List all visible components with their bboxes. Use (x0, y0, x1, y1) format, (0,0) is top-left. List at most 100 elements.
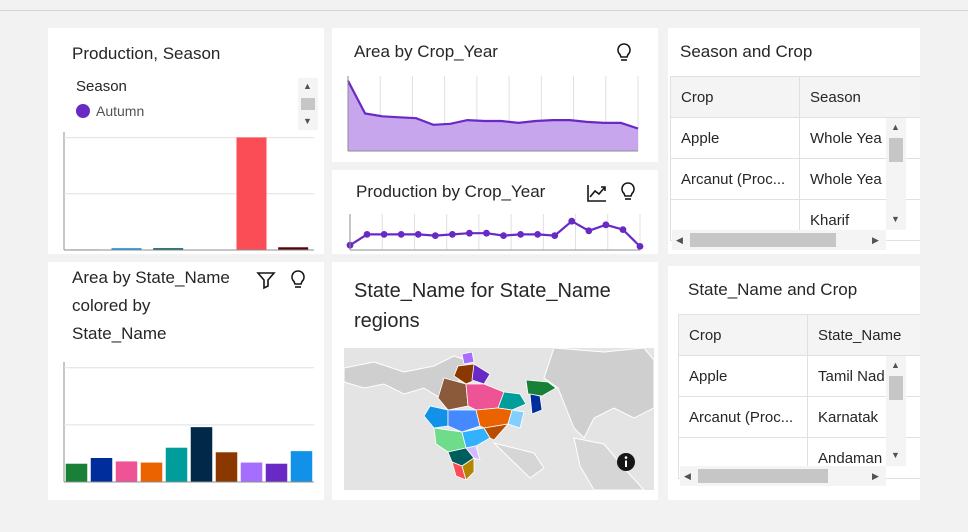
bar (290, 451, 313, 482)
card-title: Season and Crop (680, 42, 813, 61)
table-row[interactable]: Apple Whole Yea (670, 117, 920, 159)
table-row[interactable]: Apple Tamil Nad (678, 355, 920, 397)
table-row[interactable]: Arcanut (Proc... Whole Yea (670, 158, 920, 200)
title-line: Area by State_Name (72, 268, 230, 287)
data-point (585, 227, 593, 235)
bar (90, 458, 113, 482)
bar (140, 462, 163, 482)
scroll-left-icon[interactable]: ◀ (676, 235, 683, 245)
scroll-right-icon[interactable]: ▶ (872, 471, 879, 481)
legend-swatch (76, 104, 90, 118)
card-title: Area by Crop_Year (354, 42, 498, 61)
map-card: State_Name for State_Name regions (332, 262, 658, 500)
data-point (636, 243, 644, 250)
column-header[interactable]: State_Name (807, 314, 920, 356)
table-cell: Arcanut (Proc... (670, 158, 800, 200)
lightbulb-icon[interactable] (615, 42, 633, 64)
card-title: Production by Crop_Year (356, 182, 546, 201)
area-state-card: Area by State_Name colored by State_Name (48, 262, 324, 500)
scroll-left-icon[interactable]: ◀ (684, 471, 691, 481)
card-title: State_Name and Crop (688, 280, 858, 299)
scroll-thumb[interactable] (698, 469, 828, 483)
production-crop-year-card: Production by Crop_Year (332, 170, 658, 254)
data-point (448, 231, 456, 238)
data-point (380, 231, 388, 238)
data-point (431, 232, 439, 239)
scroll-down-icon[interactable]: ▼ (891, 450, 900, 460)
bar (190, 427, 213, 482)
bar (240, 462, 263, 482)
area-fill (348, 80, 638, 151)
scroll-thumb[interactable] (301, 98, 315, 110)
legend-title: Season (76, 78, 127, 95)
info-icon[interactable] (616, 452, 636, 472)
table-header-row: Crop State_Name (678, 314, 920, 356)
scroll-thumb[interactable] (889, 376, 903, 400)
lightbulb-icon[interactable] (289, 269, 307, 291)
table-vertical-scrollbar[interactable]: ▲ ▼ (886, 356, 906, 466)
card-title: State_Name for State_Name regions (354, 276, 611, 336)
table-horizontal-scrollbar[interactable]: ◀ ▶ (680, 466, 886, 486)
title-line: State_Name (72, 324, 167, 343)
title-line: colored by (72, 296, 151, 315)
data-point (534, 231, 542, 238)
top-border (0, 0, 968, 11)
trend-chart-icon[interactable] (586, 183, 608, 203)
production-season-card: Production, Season Season Autumn ▲ ▼ (48, 28, 324, 254)
season-crop-card: Season and Crop Crop Season Apple Whole … (668, 28, 920, 254)
lightbulb-icon[interactable] (619, 181, 637, 203)
bar (153, 248, 184, 250)
legend-scrollbar[interactable]: ▲ ▼ (298, 78, 318, 130)
data-point (551, 232, 559, 239)
data-point (414, 231, 422, 238)
scroll-up-icon[interactable]: ▲ (891, 122, 900, 132)
data-point (466, 229, 473, 237)
table-vertical-scrollbar[interactable]: ▲ ▼ (886, 118, 906, 230)
data-point (602, 221, 610, 229)
scroll-up-icon[interactable]: ▲ (891, 360, 900, 370)
series-line (347, 80, 639, 130)
column-header[interactable]: Crop (678, 314, 808, 356)
bar (265, 463, 288, 482)
bar (165, 447, 188, 482)
bar (65, 463, 88, 482)
scroll-thumb[interactable] (889, 138, 903, 162)
scroll-down-icon[interactable]: ▼ (891, 214, 900, 224)
season-crop-table: Crop Season Apple Whole Yea Arcanut (Pro… (670, 76, 920, 241)
data-point (363, 231, 371, 238)
table-cell: Apple (678, 355, 808, 397)
bar (236, 137, 267, 250)
data-point (517, 231, 524, 238)
bar (115, 461, 138, 482)
state-crop-card: State_Name and Crop Crop State_Name Appl… (668, 266, 920, 500)
legend-label: Autumn (96, 103, 145, 119)
series-line (349, 219, 641, 248)
data-point (568, 217, 576, 225)
scroll-right-icon[interactable]: ▶ (872, 235, 879, 245)
table-row[interactable]: Arcanut (Proc... Karnatak (678, 396, 920, 438)
production-season-chart (63, 132, 314, 251)
filter-icon[interactable] (256, 270, 276, 290)
title-line: State_Name for State_Name (354, 280, 611, 302)
data-point (397, 231, 405, 238)
bar (215, 452, 238, 482)
table-horizontal-scrollbar[interactable]: ◀ ▶ (672, 230, 886, 250)
table-header-row: Crop Season (670, 76, 920, 118)
scroll-down-icon[interactable]: ▼ (303, 116, 312, 126)
area-crop-year-card: Area by Crop_Year (332, 28, 658, 162)
table-cell: Apple (670, 117, 800, 159)
data-point (483, 229, 490, 237)
state-crop-table: Crop State_Name Apple Tamil Nad Arcanut … (678, 314, 920, 479)
scroll-thumb[interactable] (690, 233, 836, 247)
legend-item-autumn[interactable]: Autumn (76, 103, 144, 119)
bar (111, 248, 142, 250)
column-header[interactable]: Season (799, 76, 920, 118)
data-point (500, 232, 507, 239)
area-crop-year-chart (347, 76, 639, 152)
card-title: Area by State_Name colored by State_Name (72, 264, 230, 348)
card-title: Production, Season (72, 44, 221, 63)
bar (278, 247, 309, 250)
scroll-up-icon[interactable]: ▲ (303, 81, 312, 91)
column-header[interactable]: Crop (670, 76, 800, 118)
india-map[interactable] (344, 348, 654, 490)
